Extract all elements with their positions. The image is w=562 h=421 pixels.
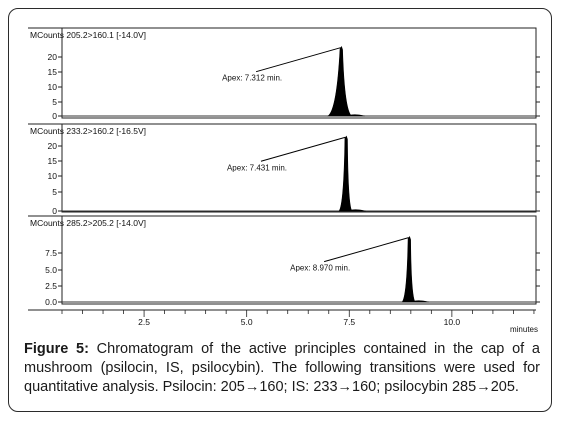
y-tick-label: 2.5: [45, 281, 57, 291]
y-tick-label: 15: [48, 67, 58, 77]
figure-caption-text: Chromatogram of the active principles co…: [24, 341, 540, 395]
chromatogram-panel-2: MCounts 233.2>160.2 [-16.5V] 0 5 10 15 20 Apex…: [28, 123, 540, 216]
chromatogram-figure: MCounts 205.2>160.1 [-14.0V] 0 5 10 15 20 Apex…: [28, 27, 540, 334]
y-tick-label: 20: [48, 52, 58, 62]
time-axis: 2.5 5.0 7.5 10.0 minutes: [28, 309, 538, 334]
y-tick-label: 20: [48, 141, 58, 151]
apex-leader-line: [323, 237, 409, 263]
panel-border: [61, 215, 537, 305]
x-tick-label: 7.5: [343, 317, 355, 327]
y-tick-label: 7.5: [45, 248, 57, 258]
figure-caption-label: Figure 5:: [24, 341, 89, 357]
apex-annotation: Apex: 7.312 min.: [222, 74, 282, 83]
chromatogram-panel-3: MCounts 285.2>205.2 [-14.0V] 0.0 2.5 5.0 7.5…: [28, 215, 540, 307]
y-tick-label: 0.0: [45, 297, 57, 307]
y-tick-label: 10: [48, 171, 58, 181]
y-tick-label: 15: [48, 156, 58, 166]
figure-frame: [8, 8, 552, 412]
panel-trace-label: MCounts 233.2>160.2 [-16.5V]: [30, 126, 146, 136]
apex-annotation: Apex: 8.970 min.: [290, 264, 350, 273]
panel-trace-label: MCounts 285.2>205.2 [-14.0V]: [30, 218, 146, 228]
chromatogram-peak: [401, 236, 429, 303]
figure-caption: Figure 5: Chromatogram of the active pri…: [24, 340, 540, 397]
x-tick-label: 5.0: [241, 317, 253, 327]
x-axis-label: minutes: [510, 325, 538, 334]
y-tick-label: 0: [52, 206, 57, 216]
y-tick-label: 0: [52, 111, 57, 121]
x-tick-label: 10.0: [444, 317, 461, 327]
y-tick-label: 10: [48, 82, 58, 92]
panel-trace-label: MCounts 205.2>160.1 [-14.0V]: [30, 30, 146, 40]
y-tick-label: 5.0: [45, 265, 57, 275]
panel-border: [61, 27, 537, 119]
panel-border: [61, 123, 537, 213]
chromatogram-peak: [327, 46, 366, 117]
apex-leader-line: [260, 136, 346, 162]
chromatogram-panel-1: MCounts 205.2>160.1 [-14.0V] 0 5 10 15 20 Apex…: [28, 27, 540, 121]
apex-leader-line: [255, 47, 341, 73]
apex-annotation: Apex: 7.431 min.: [227, 163, 287, 172]
chromatogram-panels: MCounts 205.2>160.1 [-14.0V] 0 5 10 15 20 Apex…: [28, 27, 540, 307]
x-tick-label: 2.5: [138, 317, 150, 327]
chromatogram-peak: [338, 135, 366, 212]
y-tick-label: 5: [52, 97, 57, 107]
y-tick-label: 5: [52, 187, 57, 197]
